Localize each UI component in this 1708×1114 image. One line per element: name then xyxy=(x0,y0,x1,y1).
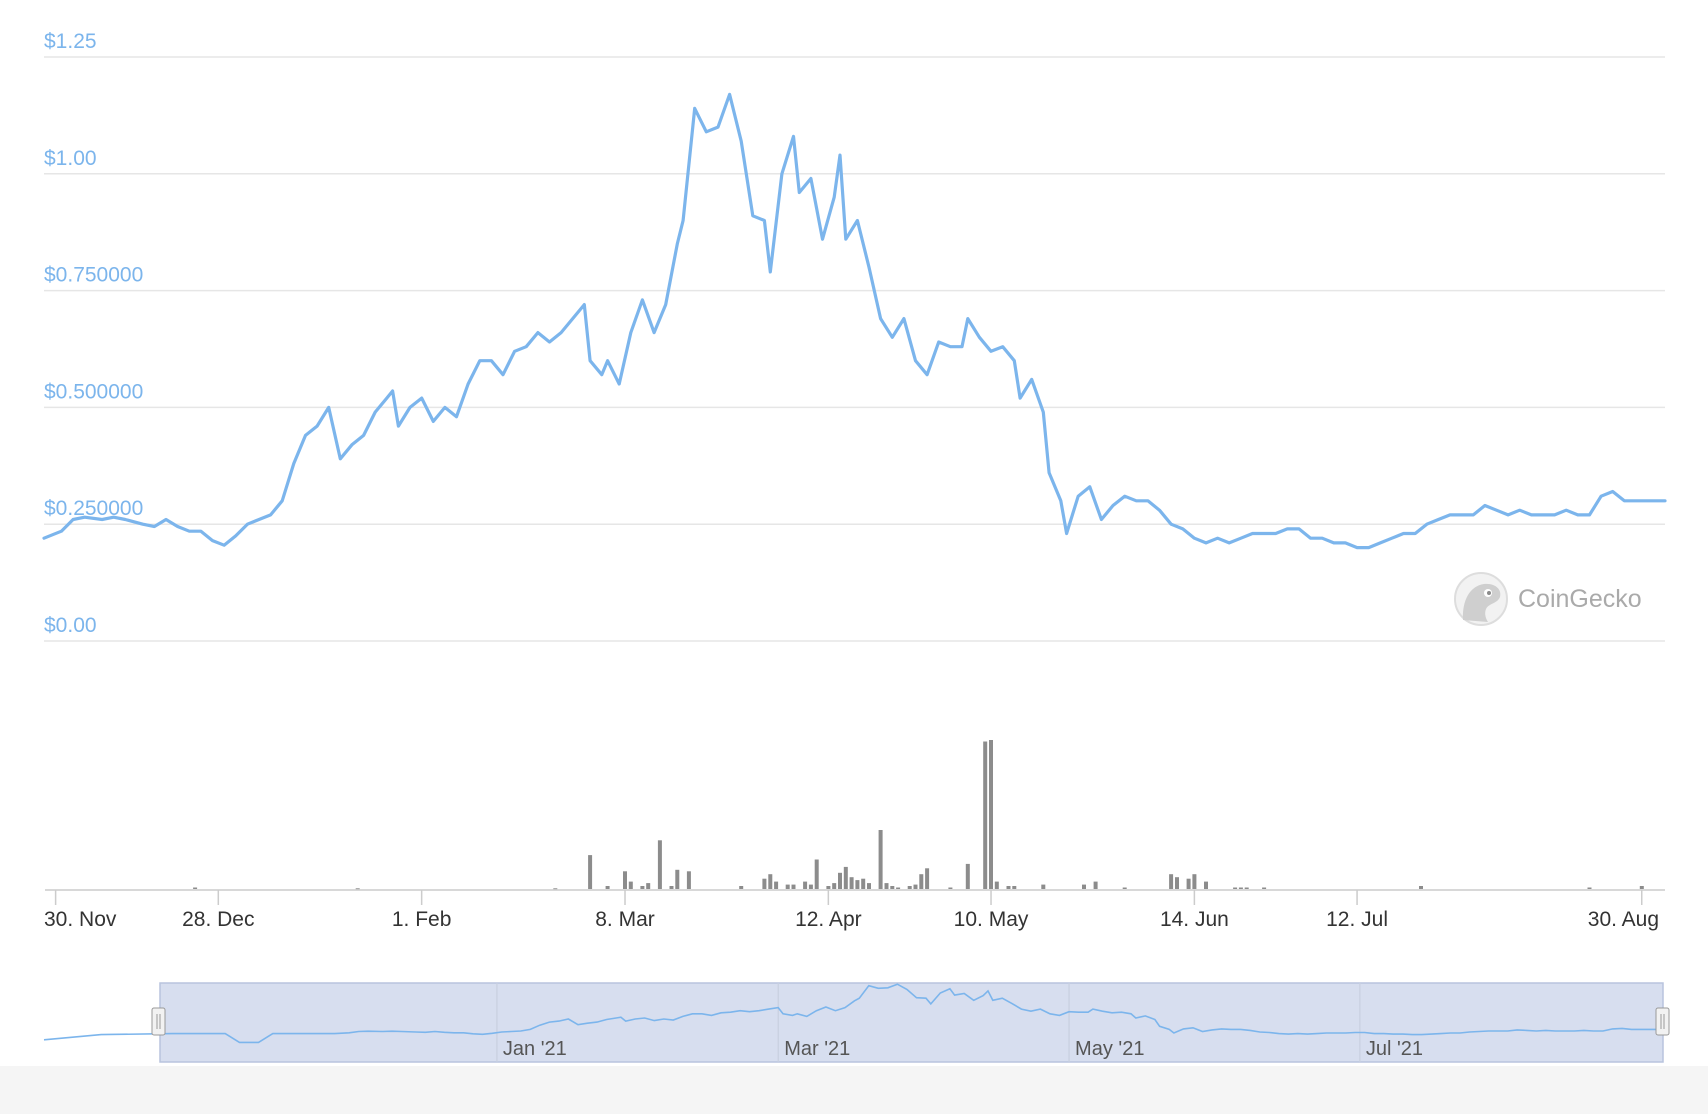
page-footer-strip xyxy=(0,1066,1708,1114)
volume-bar xyxy=(907,886,912,889)
volume-bar xyxy=(814,859,819,889)
x-tick-label: 30. Aug xyxy=(1588,908,1659,931)
volume-bars xyxy=(193,740,1644,890)
navigator-grid xyxy=(496,983,1361,1062)
volume-bar xyxy=(785,884,790,889)
volume-bar xyxy=(896,887,901,889)
volume-bar xyxy=(1169,874,1174,889)
navigator-labels: Jan '21 Mar '21 May '21 Jul '21 xyxy=(503,1038,1423,1060)
volume-bar xyxy=(1419,886,1423,889)
volume-bar xyxy=(1244,887,1249,889)
x-tick-label: 1. Feb xyxy=(392,908,452,931)
volume-bar xyxy=(669,886,674,889)
volume-bar xyxy=(855,880,860,889)
volume-bar xyxy=(925,868,930,889)
volume-bar xyxy=(1006,886,1011,889)
navigator-series-line xyxy=(43,983,1665,1044)
navigator-right-handle[interactable] xyxy=(1655,1007,1670,1036)
volume-bar xyxy=(640,886,645,889)
volume-bar xyxy=(762,878,767,889)
navigator-label: Mar '21 xyxy=(784,1038,850,1060)
volume-bar xyxy=(1233,887,1238,889)
y-tick-label: $1.00 xyxy=(44,147,97,170)
volume-bar xyxy=(1587,887,1592,889)
navigator-left-handle[interactable] xyxy=(151,1007,166,1036)
volume-bar xyxy=(808,884,813,889)
volume-bar xyxy=(646,883,651,889)
navigator-selected-range[interactable] xyxy=(159,982,1664,1063)
volume-bar xyxy=(884,883,889,889)
navigator-label: Jul '21 xyxy=(1366,1038,1423,1060)
volume-bar xyxy=(774,881,779,889)
volume-bar xyxy=(989,740,993,889)
volume-bar xyxy=(983,741,988,889)
y-tick-label: $0.00 xyxy=(44,614,97,637)
gecko-logo-icon xyxy=(1454,572,1508,626)
volume-bar xyxy=(861,878,866,889)
y-tick-label: $0.750000 xyxy=(44,264,143,287)
x-axis-labels: 30. Nov 28. Dec 1. Feb 8. Mar 12. Apr 10. May… xyxy=(44,890,1659,931)
x-tick-label: 8. Mar xyxy=(595,908,655,931)
volume-bar xyxy=(588,855,593,889)
volume-bar xyxy=(965,863,970,889)
y-tick-label: $0.250000 xyxy=(44,497,143,520)
navigator[interactable]: Jan '21 Mar '21 May '21 Jul '21 xyxy=(43,982,1670,1063)
volume-bar xyxy=(994,881,999,889)
volume-bar xyxy=(1204,881,1208,889)
volume-bar xyxy=(838,872,842,889)
y-tick-label: $0.500000 xyxy=(44,380,143,403)
volume-bar xyxy=(1238,887,1243,889)
volume-bar xyxy=(849,877,854,889)
volume-bar xyxy=(193,887,198,889)
volume-bar xyxy=(1192,874,1197,889)
volume-bar xyxy=(791,884,796,889)
y-axis-labels: $0.00 $0.250000 $0.500000 $0.750000 $1.00 $1.… xyxy=(44,30,143,637)
volume-bar xyxy=(605,886,610,889)
volume-bar xyxy=(1012,886,1017,889)
volume-bar xyxy=(1122,887,1127,889)
volume-bar xyxy=(826,886,831,889)
volume-bar xyxy=(739,886,744,889)
x-tick-label: 30. Nov xyxy=(44,908,117,931)
coingecko-watermark: CoinGecko xyxy=(1454,572,1642,626)
x-tick-label: 28. Dec xyxy=(182,908,254,931)
price-chart: $0.00 $0.250000 $0.500000 $0.750000 $1.00 $1.… xyxy=(42,30,1670,1063)
price-series-line xyxy=(42,92,1667,550)
volume-bar xyxy=(1262,887,1267,889)
x-tick-label: 12. Apr xyxy=(795,908,862,931)
volume-bar xyxy=(803,881,808,889)
volume-bar xyxy=(890,886,895,889)
volume-bar xyxy=(832,883,837,889)
volume-bar xyxy=(948,887,953,889)
volume-bar xyxy=(1639,886,1644,889)
volume-bar xyxy=(1082,884,1086,889)
watermark-text: CoinGecko xyxy=(1518,585,1642,613)
volume-bar xyxy=(553,888,558,890)
volume-bar xyxy=(657,840,662,889)
volume-bar xyxy=(623,871,627,889)
volume-bar xyxy=(1041,884,1046,889)
volume-bar xyxy=(768,874,773,889)
volume-bar xyxy=(867,883,871,889)
volume-bar xyxy=(1186,878,1191,889)
navigator-label: Jan '21 xyxy=(503,1038,567,1060)
volume-bar xyxy=(686,871,691,889)
y-tick-label: $1.25 xyxy=(44,30,97,53)
volume-bar xyxy=(919,874,924,889)
x-tick-label: 14. Jun xyxy=(1160,908,1229,931)
x-tick-label: 12. Jul xyxy=(1326,908,1388,931)
volume-bar xyxy=(628,881,633,889)
volume-bar xyxy=(843,866,848,889)
volume-bar xyxy=(1175,877,1179,889)
volume-bar xyxy=(675,869,680,889)
volume-bar xyxy=(913,884,918,889)
volume-bar xyxy=(355,888,360,890)
grid-lines xyxy=(44,56,1665,642)
x-tick-label: 10. May xyxy=(954,908,1029,931)
volume-bar xyxy=(1093,881,1098,889)
navigator-label: May '21 xyxy=(1075,1038,1144,1060)
volume-bar xyxy=(878,830,883,889)
